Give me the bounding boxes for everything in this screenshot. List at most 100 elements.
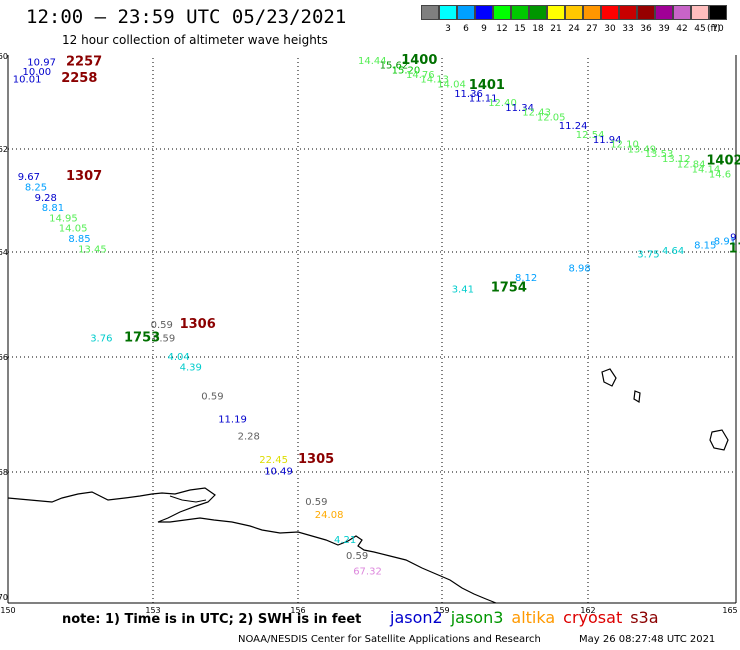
wave-height-value: 8.98 [569, 264, 591, 275]
wave-height-value: 3.75 [637, 249, 659, 260]
legend-swatch [673, 5, 691, 20]
legend-unit: (ft) [707, 24, 721, 34]
page-subtitle: 12 hour collection of altimeter wave hei… [62, 33, 328, 47]
lon-tick: 165 [722, 606, 737, 615]
wave-height-value: 10.49 [264, 466, 293, 477]
legend-swatch [475, 5, 493, 20]
legend-swatch [691, 5, 709, 20]
legend-tick: 27 [586, 24, 598, 34]
wave-height-value: 9 [730, 232, 736, 243]
wave-height-value: 0.59 [151, 320, 173, 331]
wave-height-value: 14.44 [358, 56, 387, 67]
antarctic-coastline [7, 487, 497, 604]
wave-height-value: 15.62 [380, 61, 409, 72]
wave-height-value: 2.28 [238, 432, 260, 443]
legend-tick: 9 [481, 24, 487, 34]
ice-shelf-outline [169, 495, 207, 503]
wave-height-value: 13.53 [645, 149, 674, 160]
footer-timestamp: May 26 08:27:48 UTC 2021 [579, 634, 716, 645]
legend-tick: 12 [496, 24, 508, 34]
wave-height-value: 4.04 [168, 352, 190, 363]
legend-swatch [529, 5, 547, 20]
legend-tick: 33 [622, 24, 634, 34]
wave-height-value: 10.97 [27, 57, 56, 68]
satellite-name: jason2 [390, 608, 443, 627]
legend-swatch [601, 5, 619, 20]
wave-height-value: 13.45 [78, 244, 107, 255]
lat-axis-labels: -60 -62 -64 -66 -68 -70 [0, 52, 8, 602]
wave-height-value: 4.39 [180, 363, 202, 374]
pass-time-label: 17 [729, 241, 740, 256]
legend-swatch [493, 5, 511, 20]
legend-tick: 24 [568, 24, 580, 34]
legend-swatch [547, 5, 565, 20]
legend-tick: 21 [550, 24, 562, 34]
wave-height-labels: 10.9710.0010.019.678.259.288.8114.9514.0… [13, 53, 740, 578]
lat-tick: -60 [0, 52, 8, 61]
wave-height-value: 11.94 [593, 135, 622, 146]
legend-swatch [655, 5, 673, 20]
balleny-island-1 [601, 368, 617, 387]
wave-height-value: 11.24 [559, 121, 588, 132]
balleny-island-3 [709, 429, 729, 451]
satellite-legend: jason2 jason3 altika cryosat s3a [390, 608, 667, 627]
pass-time-label: 2257 [66, 54, 102, 69]
wave-height-value: 14.14 [692, 164, 721, 175]
wave-height-value: 13.49 [628, 144, 657, 155]
wave-height-value: 24.08 [315, 510, 344, 521]
legend-swatch [709, 5, 727, 20]
wave-height-value: 12.10 [610, 140, 639, 151]
wave-height-value: 8.81 [42, 203, 64, 214]
wave-height-value: 67.32 [353, 567, 382, 578]
lat-tick: -66 [0, 353, 8, 362]
legend-tick: 30 [604, 24, 616, 34]
lat-tick: -62 [0, 145, 8, 154]
legend-swatch [565, 5, 583, 20]
wave-height-value: 14.76 [406, 70, 435, 81]
satellite-name: jason3 [450, 608, 504, 627]
wave-height-value: 14.04 [437, 79, 466, 90]
wave-height-value: 9.67 [18, 172, 40, 183]
legend-tick: 39 [658, 24, 670, 34]
lat-tick: -68 [0, 468, 8, 477]
lon-axis-labels: 150 153 156 159 162 165 [0, 606, 737, 615]
satellite-name: altika [511, 608, 556, 627]
wave-height-value: 3.76 [90, 333, 112, 344]
wave-height-value: 8.91 [714, 237, 736, 248]
legend-swatch [583, 5, 601, 20]
lon-tick: 159 [434, 606, 449, 615]
wave-height-value: 22.45 [259, 455, 288, 466]
wave-height-value: 9.28 [35, 193, 57, 204]
legend-swatch [439, 5, 457, 20]
wave-height-value: 4.21 [334, 535, 356, 546]
wave-height-value: 4.64 [662, 246, 684, 257]
lat-tick: -64 [0, 248, 8, 257]
pass-time-label: 1754 [491, 281, 527, 296]
legend-tick: 42 [676, 24, 688, 34]
wave-height-value: 11.34 [505, 103, 534, 114]
pass-time-label: 1307 [66, 169, 102, 184]
pass-time-label: 1306 [180, 317, 216, 332]
wave-height-value: 15.20 [392, 65, 421, 76]
wave-height-value: 12.05 [537, 112, 566, 123]
wave-height-value: 11.36 [454, 89, 483, 100]
wave-height-value: 12.54 [576, 130, 605, 141]
pass-time-label: 1400 [401, 53, 437, 68]
wave-height-value: 11.11 [469, 94, 498, 105]
wave-height-value: 8.85 [68, 234, 90, 245]
lon-tick: 156 [290, 606, 305, 615]
wave-height-value: 10.00 [23, 67, 52, 78]
wave-height-value: 10.01 [13, 75, 42, 86]
legend-tick: 45 [694, 24, 706, 34]
lon-tick: 153 [145, 606, 160, 615]
wave-height-value: 11.19 [218, 415, 247, 426]
wave-height-value: 12.40 [488, 98, 517, 109]
pass-time-label: 1402 [706, 154, 740, 169]
wave-height-value: 14.95 [49, 213, 78, 224]
pass-time-label: 1753 [124, 330, 160, 345]
legend-swatch [619, 5, 637, 20]
legend-tick: 3 [445, 24, 451, 34]
wave-height-value: 0.59 [346, 551, 368, 562]
wave-height-value: 0.59 [153, 333, 175, 344]
